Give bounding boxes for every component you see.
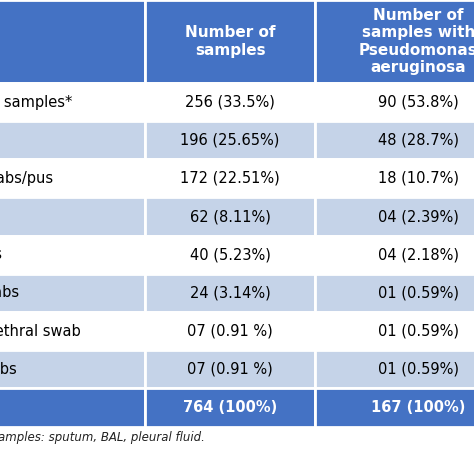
Bar bbox=[0, 198, 145, 236]
Bar bbox=[145, 0, 315, 83]
Bar bbox=[0, 83, 145, 121]
Text: 07 (0.91 %): 07 (0.91 %) bbox=[187, 362, 273, 377]
Text: 48 (28.7%): 48 (28.7%) bbox=[378, 133, 459, 148]
Text: 90 (53.8%): 90 (53.8%) bbox=[378, 94, 459, 109]
Text: Number of
samples with
Pseudomonas
aeruginosa: Number of samples with Pseudomonas aerug… bbox=[359, 8, 474, 75]
Bar bbox=[145, 159, 315, 198]
Text: 172 (22.51%): 172 (22.51%) bbox=[180, 171, 280, 186]
Bar bbox=[145, 236, 315, 274]
Text: 764 (100%): 764 (100%) bbox=[183, 400, 277, 415]
Text: Wound swabs/pus: Wound swabs/pus bbox=[0, 171, 53, 186]
Text: 04 (2.18%): 04 (2.18%) bbox=[378, 247, 459, 262]
Bar bbox=[145, 274, 315, 312]
Bar bbox=[315, 312, 474, 350]
Text: 196 (25.65%): 196 (25.65%) bbox=[181, 133, 280, 148]
Text: Body fluids: Body fluids bbox=[0, 247, 2, 262]
Text: 256 (33.5%): 256 (33.5%) bbox=[185, 94, 275, 109]
Bar bbox=[315, 159, 474, 198]
Bar bbox=[0, 159, 145, 198]
Bar bbox=[0, 274, 145, 312]
Text: 01 (0.59%): 01 (0.59%) bbox=[378, 362, 459, 377]
Bar bbox=[0, 350, 145, 388]
Bar bbox=[0, 121, 145, 159]
Text: 18 (10.7%): 18 (10.7%) bbox=[378, 171, 459, 186]
Text: *Pulmonary samples: sputum, BAL, pleural fluid.: *Pulmonary samples: sputum, BAL, pleural… bbox=[0, 431, 205, 444]
Bar bbox=[315, 236, 474, 274]
Bar bbox=[315, 121, 474, 159]
Text: 62 (8.11%): 62 (8.11%) bbox=[190, 209, 271, 224]
Bar bbox=[145, 312, 315, 350]
Bar bbox=[0, 388, 145, 427]
Text: Pulmonary samples*: Pulmonary samples* bbox=[0, 94, 72, 109]
Bar bbox=[145, 198, 315, 236]
Bar bbox=[315, 198, 474, 236]
Bar bbox=[315, 0, 474, 83]
Text: 01 (0.59%): 01 (0.59%) bbox=[378, 285, 459, 301]
Text: Throat swabs: Throat swabs bbox=[0, 285, 19, 301]
Bar bbox=[315, 350, 474, 388]
Text: Vaginal/urethral swab: Vaginal/urethral swab bbox=[0, 324, 81, 338]
Bar bbox=[145, 121, 315, 159]
Text: 167 (100%): 167 (100%) bbox=[371, 400, 465, 415]
Bar bbox=[0, 312, 145, 350]
Text: 04 (2.39%): 04 (2.39%) bbox=[378, 209, 459, 224]
Text: 40 (5.23%): 40 (5.23%) bbox=[190, 247, 271, 262]
Text: Number of
samples: Number of samples bbox=[185, 25, 275, 58]
Bar bbox=[315, 388, 474, 427]
Text: 01 (0.59%): 01 (0.59%) bbox=[378, 324, 459, 338]
Bar bbox=[315, 274, 474, 312]
Bar bbox=[0, 236, 145, 274]
Text: 07 (0.91 %): 07 (0.91 %) bbox=[187, 324, 273, 338]
Text: 24 (3.14%): 24 (3.14%) bbox=[190, 285, 271, 301]
Bar bbox=[145, 350, 315, 388]
Bar bbox=[145, 83, 315, 121]
Text: Rectal swabs: Rectal swabs bbox=[0, 362, 17, 377]
Bar bbox=[145, 388, 315, 427]
Bar bbox=[0, 0, 145, 83]
Bar bbox=[315, 83, 474, 121]
